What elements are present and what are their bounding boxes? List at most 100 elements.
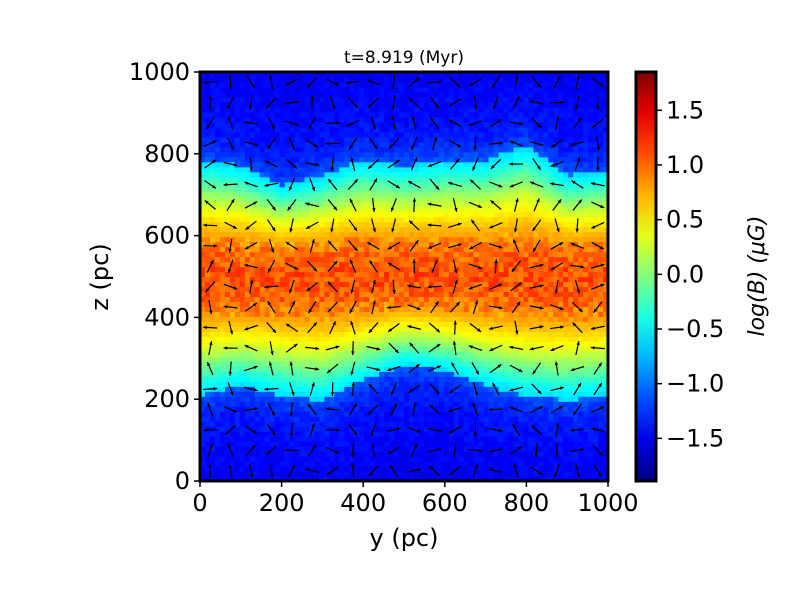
heatmap-cell bbox=[463, 116, 470, 123]
heatmap-cell bbox=[394, 171, 400, 178]
heatmap-cell bbox=[384, 441, 390, 447]
heatmap-cell bbox=[214, 451, 221, 457]
heatmap-cell bbox=[369, 231, 375, 238]
heatmap-cell bbox=[488, 72, 495, 78]
heatmap-cell bbox=[493, 416, 500, 422]
heatmap-cell bbox=[404, 246, 410, 253]
heatmap-cell bbox=[289, 376, 296, 382]
heatmap-cell bbox=[379, 186, 385, 193]
heatmap-cell bbox=[473, 436, 480, 442]
heatmap-cell bbox=[204, 246, 211, 253]
heatmap-cell bbox=[239, 111, 246, 118]
heatmap-cell bbox=[394, 191, 400, 198]
heatmap-cell bbox=[488, 261, 495, 268]
heatmap-cell bbox=[354, 256, 360, 263]
heatmap-cell bbox=[209, 76, 216, 83]
heatmap-cell bbox=[418, 76, 425, 83]
heatmap-cell bbox=[294, 111, 301, 118]
heatmap-cell bbox=[369, 411, 375, 417]
heatmap-cell bbox=[274, 221, 281, 228]
heatmap-cell bbox=[389, 146, 395, 153]
heatmap-cell bbox=[483, 246, 490, 253]
heatmap-cell bbox=[423, 406, 430, 412]
heatmap-cell bbox=[483, 236, 490, 243]
heatmap-cell bbox=[249, 291, 256, 298]
heatmap-cell bbox=[428, 431, 435, 437]
heatmap-cell bbox=[493, 76, 500, 83]
heatmap-cell bbox=[200, 181, 206, 188]
heatmap-cell bbox=[384, 301, 390, 308]
heatmap-cell bbox=[389, 306, 395, 313]
heatmap-cell bbox=[274, 411, 281, 417]
heatmap-cell bbox=[389, 126, 395, 133]
heatmap-cell bbox=[354, 346, 360, 352]
heatmap-cell bbox=[254, 326, 261, 332]
heatmap-cell bbox=[413, 186, 420, 193]
heatmap-cell bbox=[428, 221, 435, 228]
heatmap-cell bbox=[274, 116, 281, 123]
heatmap-cell bbox=[354, 261, 360, 268]
heatmap-cell bbox=[493, 91, 500, 98]
heatmap-cell bbox=[309, 131, 316, 138]
heatmap-cell bbox=[234, 451, 241, 457]
heatmap-cell bbox=[443, 236, 450, 243]
heatmap-cell bbox=[483, 441, 490, 447]
heatmap-cell bbox=[279, 131, 286, 138]
heatmap-cell bbox=[314, 171, 321, 178]
heatmap-cell bbox=[384, 391, 390, 397]
heatmap-cell bbox=[229, 266, 236, 273]
heatmap-cell bbox=[413, 386, 420, 392]
heatmap-cell bbox=[433, 271, 440, 278]
heatmap-cell bbox=[498, 196, 505, 203]
heatmap-cell bbox=[359, 446, 365, 452]
heatmap-cell bbox=[394, 276, 400, 283]
heatmap-cell bbox=[349, 376, 355, 382]
heatmap-cell bbox=[214, 191, 221, 198]
heatmap-cell bbox=[443, 251, 450, 258]
heatmap-cell bbox=[364, 241, 370, 248]
heatmap-cell bbox=[214, 166, 221, 173]
heatmap-cell bbox=[200, 361, 206, 367]
heatmap-cell bbox=[413, 326, 420, 332]
heatmap-cell bbox=[359, 356, 365, 362]
heatmap-cell bbox=[404, 231, 410, 238]
heatmap-cell bbox=[314, 176, 321, 183]
heatmap-cell bbox=[473, 106, 480, 113]
heatmap-cell bbox=[443, 211, 450, 218]
heatmap-cell bbox=[219, 176, 226, 183]
heatmap-cell bbox=[264, 131, 271, 138]
heatmap-cell bbox=[344, 381, 350, 387]
heatmap-cell bbox=[249, 106, 256, 113]
heatmap-cell bbox=[319, 386, 325, 392]
heatmap-cell bbox=[413, 121, 420, 128]
heatmap-cell bbox=[344, 436, 350, 442]
heatmap-cell bbox=[369, 191, 375, 198]
heatmap-cell bbox=[224, 466, 231, 472]
heatmap-cell bbox=[254, 101, 261, 108]
heatmap-cell bbox=[428, 471, 435, 477]
heatmap-cell bbox=[200, 281, 206, 288]
heatmap-cell bbox=[374, 386, 380, 392]
heatmap-cell bbox=[483, 121, 490, 128]
heatmap-cell bbox=[259, 276, 266, 283]
heatmap-cell bbox=[443, 126, 450, 133]
heatmap-cell bbox=[229, 231, 236, 238]
heatmap-cell bbox=[483, 241, 490, 248]
heatmap-cell bbox=[274, 166, 281, 173]
heatmap-cell bbox=[279, 301, 286, 308]
heatmap-cell bbox=[418, 451, 425, 457]
heatmap-cell bbox=[209, 231, 216, 238]
heatmap-cell bbox=[438, 411, 445, 417]
heatmap-cell bbox=[219, 251, 226, 258]
heatmap-cell bbox=[344, 466, 350, 472]
heatmap-cell bbox=[329, 141, 335, 148]
heatmap-cell bbox=[433, 276, 440, 283]
heatmap-cell bbox=[364, 266, 370, 273]
heatmap-cell bbox=[478, 191, 485, 198]
heatmap-cell bbox=[204, 91, 211, 98]
heatmap-cell bbox=[463, 436, 470, 442]
heatmap-cell bbox=[384, 431, 390, 437]
heatmap-cell bbox=[284, 476, 291, 482]
heatmap-cell bbox=[413, 351, 420, 357]
heatmap-cell bbox=[239, 121, 246, 128]
